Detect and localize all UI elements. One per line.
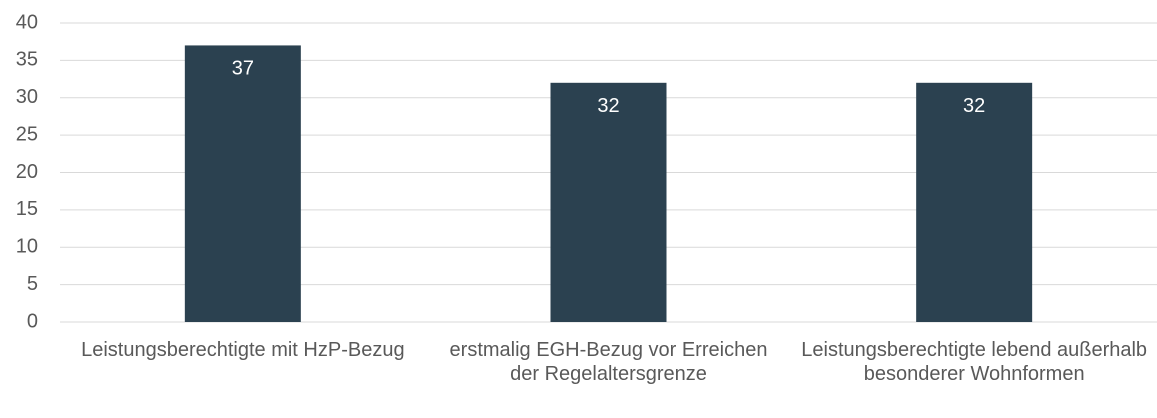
bar: [916, 82, 1033, 322]
x-tick-label: Leistungsberechtigte mit HzP-Bezug: [81, 339, 405, 361]
y-tick-label: 10: [16, 236, 38, 258]
y-tick-label: 35: [16, 49, 38, 71]
x-tick-label: Leistungsberechtigte lebend außerhalb be…: [801, 339, 1148, 385]
y-tick-label: 25: [16, 123, 38, 145]
y-tick-label: 5: [27, 273, 38, 295]
y-tick-label: 20: [16, 161, 38, 183]
bar: [184, 45, 301, 323]
y-tick-label: 30: [16, 86, 38, 108]
value-label: 32: [963, 95, 985, 117]
value-label: 32: [597, 95, 619, 117]
x-tick-label: erstmalig EGH-Bezug vor Erreichen der Re…: [449, 339, 768, 385]
y-tick-label: 0: [27, 310, 38, 332]
y-tick-label: 15: [16, 198, 38, 220]
y-tick-label: 40: [16, 11, 38, 33]
bar: [550, 82, 667, 322]
value-label: 37: [232, 58, 254, 80]
